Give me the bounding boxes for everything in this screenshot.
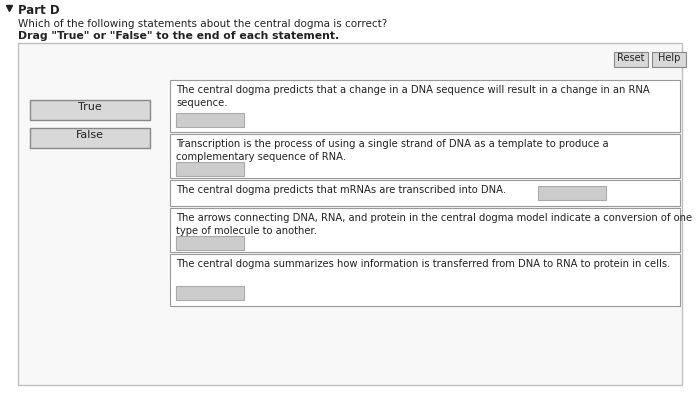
Text: Drag "True" or "False" to the end of each statement.: Drag "True" or "False" to the end of eac… — [18, 31, 339, 41]
Text: Reset: Reset — [617, 53, 645, 63]
Text: True: True — [78, 102, 102, 112]
Bar — [652, 52, 686, 67]
Bar — [170, 208, 680, 252]
Bar — [18, 43, 682, 385]
Bar — [30, 128, 150, 148]
Text: The central dogma predicts that a change in a DNA sequence will result in a chan: The central dogma predicts that a change… — [176, 85, 650, 95]
Text: Help: Help — [658, 53, 680, 63]
Bar — [30, 100, 150, 120]
Text: complementary sequence of RNA.: complementary sequence of RNA. — [176, 152, 346, 162]
Text: The arrows connecting DNA, RNA, and protein in the central dogma model indicate : The arrows connecting DNA, RNA, and prot… — [176, 213, 692, 223]
Text: Transcription is the process of using a single strand of DNA as a template to pr: Transcription is the process of using a … — [176, 139, 608, 149]
Bar — [176, 236, 244, 250]
Bar — [176, 162, 244, 176]
Text: Part D: Part D — [18, 4, 60, 17]
Bar — [176, 286, 244, 300]
Text: sequence.: sequence. — [176, 98, 228, 108]
Bar — [170, 134, 680, 178]
Bar — [170, 180, 680, 206]
Bar — [170, 80, 680, 132]
Text: False: False — [76, 130, 104, 140]
Bar — [614, 52, 648, 67]
Bar — [170, 254, 680, 306]
Bar — [538, 186, 606, 200]
Text: The central dogma summarizes how information is transferred from DNA to RNA to p: The central dogma summarizes how informa… — [176, 259, 671, 269]
Text: type of molecule to another.: type of molecule to another. — [176, 226, 317, 236]
Bar — [176, 113, 244, 127]
Text: Which of the following statements about the central dogma is correct?: Which of the following statements about … — [18, 19, 387, 29]
Text: The central dogma predicts that mRNAs are transcribed into DNA.: The central dogma predicts that mRNAs ar… — [176, 185, 506, 195]
